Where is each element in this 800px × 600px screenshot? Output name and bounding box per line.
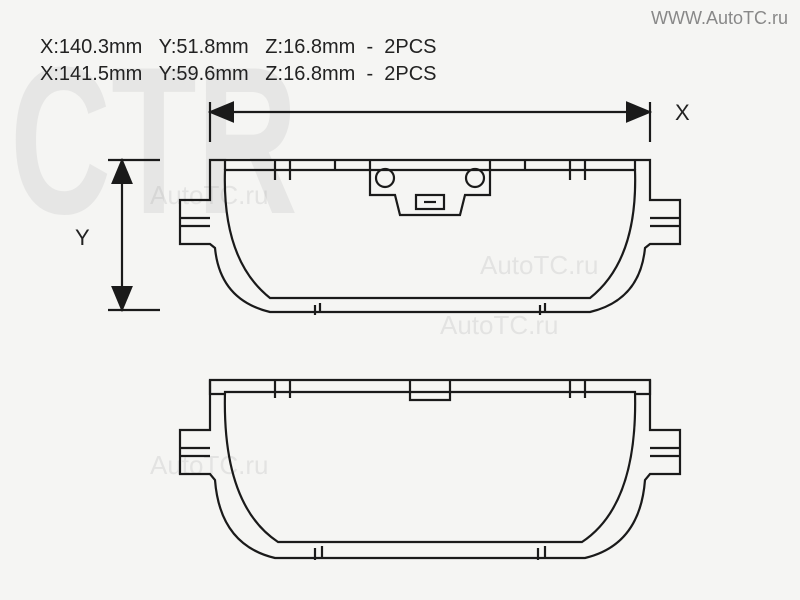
y-label: Y bbox=[75, 225, 90, 250]
spec-x: 140.3mm bbox=[59, 36, 142, 58]
brake-pad-bottom bbox=[180, 380, 680, 560]
spec-z: 16.8mm bbox=[283, 63, 355, 85]
spec-block: X:140.3mm Y:51.8mm Z:16.8mm - 2PCS X:141… bbox=[40, 36, 436, 90]
spec-x: 141.5mm bbox=[59, 63, 142, 85]
spec-y: 59.6mm bbox=[176, 63, 248, 85]
x-label: X bbox=[675, 100, 690, 125]
spec-qty: 2PCS bbox=[384, 36, 436, 58]
technical-drawing: X Y bbox=[60, 100, 760, 590]
watermark-url: WWW.AutoTC.ru bbox=[651, 8, 788, 29]
spec-line-1: X:140.3mm Y:51.8mm Z:16.8mm - 2PCS bbox=[40, 36, 436, 59]
brake-pad-top bbox=[180, 160, 680, 315]
spec-line-2: X:141.5mm Y:59.6mm Z:16.8mm - 2PCS bbox=[40, 63, 436, 86]
spec-z: 16.8mm bbox=[283, 36, 355, 58]
spec-qty: 2PCS bbox=[384, 63, 436, 85]
spec-y: 51.8mm bbox=[176, 36, 248, 58]
